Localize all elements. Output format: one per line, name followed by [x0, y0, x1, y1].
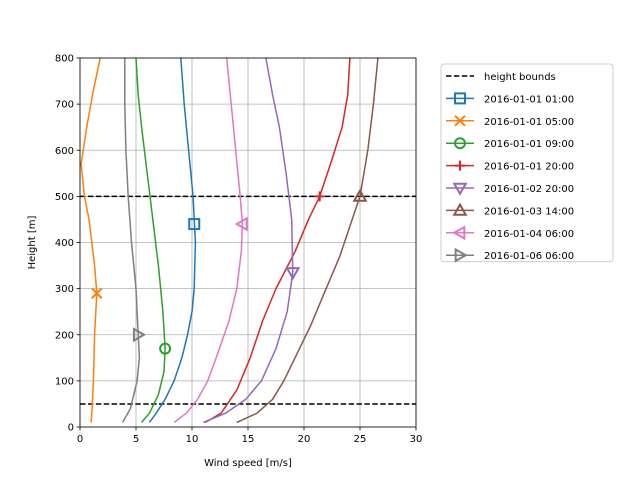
series-3 [135, 57, 172, 423]
legend-marker [454, 137, 466, 150]
x-axis-label: Wind speed [m/s] [204, 458, 292, 469]
legend-entry: 2016-01-03 14:00 [446, 202, 574, 217]
x-tick-label: 15 [242, 434, 255, 445]
legend-box [440, 63, 614, 263]
legend-label: 2016-01-04 06:00 [484, 229, 574, 240]
legend-entry: 2016-01-04 06:00 [446, 225, 574, 241]
series-line [173, 57, 244, 424]
series-line [135, 57, 166, 423]
legend-marker [454, 247, 468, 263]
series-marker [132, 327, 147, 343]
legend-entry: 2016-01-01 09:00 [446, 137, 574, 150]
legend: height bounds 2016-01-01 01:00 2016-01-01 … [440, 63, 614, 263]
x-tick-label: 25 [354, 434, 367, 445]
legend-entry: 2016-01-01 01:00 [446, 92, 574, 105]
series-line [205, 57, 351, 424]
legend-entry: 2016-01-02 20:00 [446, 182, 574, 196]
y-tick-label: 200 [55, 330, 74, 341]
series-marker [285, 267, 301, 281]
series-7 [173, 57, 248, 424]
grid [79, 57, 417, 428]
y-tick-label: 400 [55, 238, 74, 249]
legend-label: 2016-01-06 06:00 [484, 251, 574, 262]
x-axis-ticks: 0 5 10 15 20 25 30 [77, 427, 423, 445]
legend-marker [452, 202, 468, 216]
y-tick-label: 100 [55, 376, 74, 387]
series-layer [80, 57, 379, 424]
legend-label: 2016-01-01 09:00 [484, 139, 574, 150]
y-tick-label: 800 [55, 54, 74, 65]
legend-entry: 2016-01-06 06:00 [446, 247, 574, 263]
series-marker [188, 218, 201, 231]
x-tick-label: 5 [133, 434, 139, 445]
series-marker [314, 191, 325, 202]
legend-marker [454, 115, 466, 127]
legend-marker [455, 160, 465, 171]
legend-label: height bounds [484, 72, 556, 83]
legend-entry: height bounds [446, 72, 556, 83]
x-tick-label: 20 [298, 434, 311, 445]
legend-label: 2016-01-01 01:00 [484, 94, 574, 105]
x-tick-label: 10 [186, 434, 199, 445]
legend-label: 2016-01-01 05:00 [484, 117, 574, 128]
legend-label: 2016-01-03 14:00 [484, 206, 574, 217]
legend-marker [452, 225, 466, 241]
y-axis-label: Height [m] [27, 216, 38, 270]
series-6 [236, 57, 379, 424]
series-2 [80, 57, 103, 423]
legend-marker [452, 182, 468, 196]
series-line [148, 57, 197, 423]
series-8 [121, 58, 147, 423]
series-marker [352, 188, 368, 202]
series-line [80, 57, 101, 423]
series-5 [202, 57, 301, 424]
series-line [236, 57, 379, 424]
y-tick-label: 0 [68, 423, 74, 434]
legend-entry: 2016-01-01 20:00 [446, 160, 574, 173]
series-marker [159, 342, 172, 355]
series-marker [234, 216, 248, 232]
x-tick-label: 30 [410, 434, 423, 445]
legend-label: 2016-01-01 20:00 [484, 162, 574, 173]
series-4 [205, 57, 351, 424]
legend-entry: 2016-01-01 05:00 [446, 115, 574, 128]
series-line [121, 58, 141, 423]
series-line [202, 57, 294, 424]
x-tick-label: 0 [77, 434, 83, 445]
y-axis-ticks: 0 100 200 300 400 500 600 700 800 [55, 54, 80, 434]
series-marker [91, 287, 103, 299]
y-tick-label: 700 [55, 100, 74, 111]
series-1 [148, 57, 201, 423]
legend-marker [454, 92, 466, 105]
y-tick-label: 500 [55, 192, 74, 203]
y-tick-label: 300 [55, 284, 74, 295]
y-tick-label: 600 [55, 146, 74, 157]
legend-label: 2016-01-02 20:00 [484, 184, 574, 195]
